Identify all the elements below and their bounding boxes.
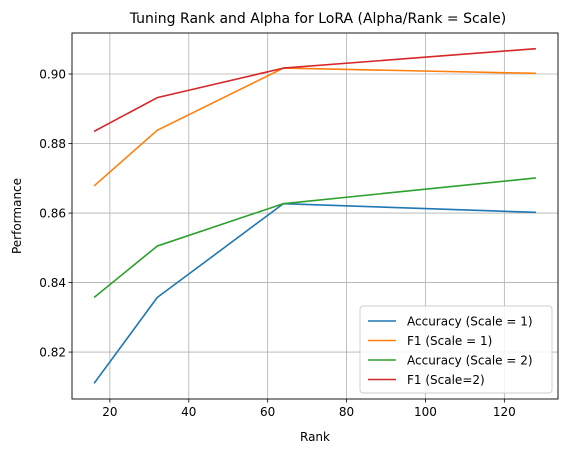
x-axis-label: Rank [300, 430, 330, 444]
legend-label: F1 (Scale=2) [407, 373, 485, 387]
x-tick-label: 80 [339, 405, 354, 419]
x-tick-label: 60 [260, 405, 275, 419]
y-tick-label: 0.90 [39, 67, 66, 81]
y-axis-label: Performance [10, 178, 24, 254]
series-line-2 [93, 67, 536, 187]
legend: Accuracy (Scale = 1) F1 (Scale = 1) Accura… [359, 305, 553, 394]
x-tick-label: 120 [493, 405, 516, 419]
series-line-3 [93, 177, 536, 299]
x-tick-label: 20 [102, 405, 117, 419]
series-line-4 [93, 47, 536, 133]
plot-frame [71, 32, 559, 400]
legend-box [359, 305, 553, 394]
legend-label: Accuracy (Scale = 1) [407, 314, 533, 328]
legend-label: Accuracy (Scale = 2) [407, 353, 533, 367]
chart-title: Tuning Rank and Alpha for LoRA (Alpha/Ra… [129, 11, 506, 27]
y-tick-label: 0.86 [39, 206, 66, 220]
y-tick-label: 0.84 [39, 276, 66, 290]
y-tick-label: 0.82 [39, 345, 66, 359]
axis-ticks: 20 40 60 80 100 120 0.82 0.84 0.86 0.88 0.90 [39, 67, 516, 419]
x-tick-label: 100 [414, 405, 437, 419]
y-tick-label: 0.88 [39, 137, 66, 151]
x-tick-label: 40 [181, 405, 196, 419]
legend-label: F1 (Scale = 1) [407, 334, 492, 348]
series-line-1 [93, 202, 536, 384]
series-lines [93, 47, 536, 384]
